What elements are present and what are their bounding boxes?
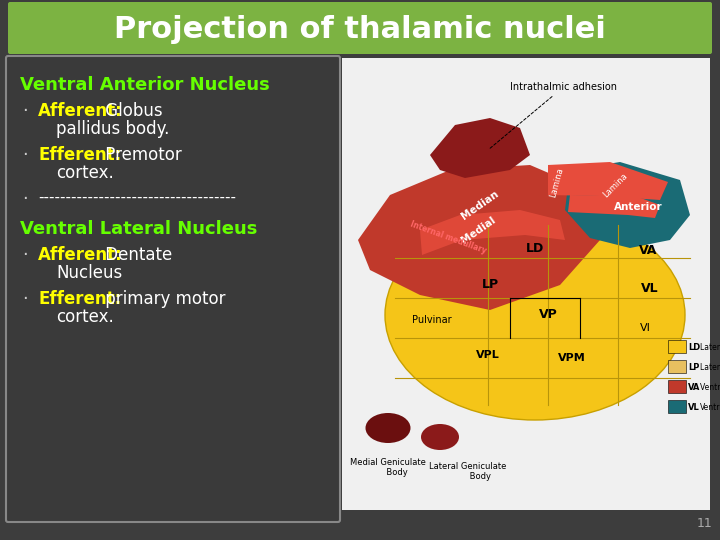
Text: LD: LD <box>688 342 701 352</box>
Text: VPM: VPM <box>558 353 586 363</box>
Text: Globus: Globus <box>100 102 163 120</box>
Text: Ventral Anterior Nucleus: Ventral Anterior Nucleus <box>20 76 270 94</box>
Text: cortex.: cortex. <box>56 164 114 182</box>
Bar <box>668 400 686 413</box>
Text: ·: · <box>22 190 28 208</box>
Text: VP: VP <box>539 308 557 321</box>
Text: VI: VI <box>639 323 650 333</box>
Bar <box>668 380 686 393</box>
Bar <box>668 340 686 353</box>
Polygon shape <box>430 118 530 178</box>
Polygon shape <box>568 195 660 218</box>
Text: Nucleus: Nucleus <box>56 264 122 282</box>
Text: ·: · <box>22 146 28 164</box>
Text: Efferent:: Efferent: <box>38 290 121 308</box>
Text: Ventral a: Ventral a <box>700 382 720 392</box>
Text: VPL: VPL <box>476 350 500 360</box>
Text: LP: LP <box>688 362 699 372</box>
FancyBboxPatch shape <box>6 56 340 522</box>
Polygon shape <box>420 210 565 255</box>
Text: VL: VL <box>688 402 700 411</box>
Text: ------------------------------------: ------------------------------------ <box>38 190 236 205</box>
FancyBboxPatch shape <box>342 58 710 510</box>
Text: Premotor: Premotor <box>100 146 181 164</box>
Text: 11: 11 <box>696 517 712 530</box>
Text: Lateral Geniculate
         Body: Lateral Geniculate Body <box>429 462 507 481</box>
Text: ·: · <box>22 246 28 264</box>
Text: Intrathalmic adhesion: Intrathalmic adhesion <box>490 82 617 148</box>
Text: pallidus body.: pallidus body. <box>56 120 169 138</box>
Text: VA: VA <box>688 382 701 392</box>
Ellipse shape <box>421 424 459 450</box>
Text: VL: VL <box>642 281 659 294</box>
Text: Projection of thalamic nuclei: Projection of thalamic nuclei <box>114 16 606 44</box>
Bar <box>668 360 686 373</box>
Text: ·: · <box>22 102 28 120</box>
Text: Lamina: Lamina <box>549 167 565 199</box>
Text: Ventral Lateral Nucleus: Ventral Lateral Nucleus <box>20 220 257 238</box>
Polygon shape <box>565 162 690 248</box>
Text: Medial: Medial <box>459 214 497 245</box>
Text: Medial Geniculate
       Body: Medial Geniculate Body <box>350 458 426 477</box>
Text: Lateral d: Lateral d <box>700 342 720 352</box>
Text: Lateral p: Lateral p <box>700 362 720 372</box>
Text: LD: LD <box>526 241 544 254</box>
FancyBboxPatch shape <box>8 2 712 54</box>
Text: Median: Median <box>459 188 500 221</box>
Text: Dentate: Dentate <box>100 246 172 264</box>
Text: Lamina: Lamina <box>601 171 629 199</box>
Text: Ventral: Ventral <box>700 402 720 411</box>
Polygon shape <box>358 165 600 310</box>
Text: ·: · <box>22 290 28 308</box>
Ellipse shape <box>385 210 685 420</box>
Text: Afferent:: Afferent: <box>38 246 122 264</box>
Text: Afferent:: Afferent: <box>38 102 122 120</box>
Text: Pulvinar: Pulvinar <box>412 315 452 325</box>
Text: cortex.: cortex. <box>56 308 114 326</box>
Text: Internal medullary: Internal medullary <box>409 220 487 256</box>
Polygon shape <box>548 162 668 200</box>
Text: Anterior: Anterior <box>613 202 662 212</box>
Text: Efferent:: Efferent: <box>38 146 121 164</box>
Text: VA: VA <box>639 244 657 256</box>
Text: primary motor: primary motor <box>100 290 225 308</box>
Text: LP: LP <box>482 279 498 292</box>
Ellipse shape <box>366 413 410 443</box>
